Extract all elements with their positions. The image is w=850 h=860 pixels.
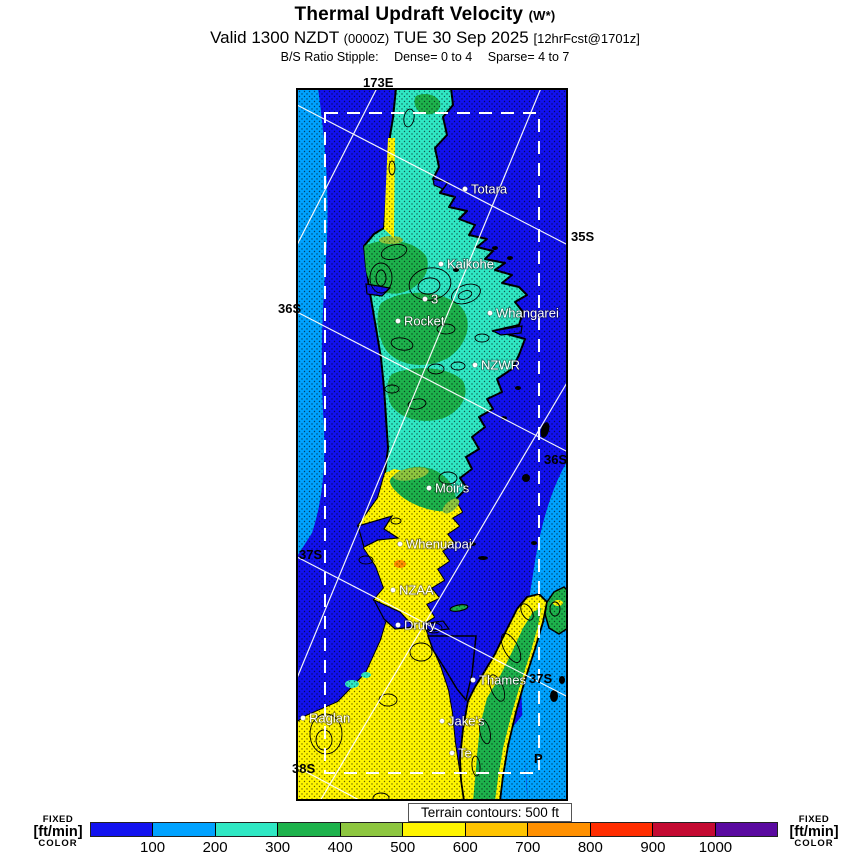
colorbar-tick-200: 200 [202, 839, 228, 856]
terrain-note-text: Terrain contours: 500 ft [420, 805, 560, 820]
colorbar-tick-800: 800 [577, 839, 603, 856]
colorbar-tick-400: 400 [327, 839, 353, 856]
map-border [296, 88, 568, 801]
colorbar-ticks: 100 200 300 400 500 600 700 800 900 1000 [90, 839, 778, 857]
grid-label-37S: 37S [299, 547, 323, 562]
site-label-Raglan: Raglan [309, 711, 350, 726]
grid-label-37S: 37S [529, 671, 553, 686]
colorbar-tick-100: 100 [140, 839, 166, 856]
colorbar-tick-300: 300 [265, 839, 291, 856]
valid-date: TUE 30 Sep 2025 [393, 28, 529, 47]
colorbar-segment-4 [340, 823, 404, 836]
colorbar-segment-6 [465, 823, 529, 836]
terrain-note-box: Terrain contours: 500 ft [408, 803, 572, 822]
colorbar [90, 822, 778, 837]
site-dot-Jake's [439, 718, 445, 724]
site-dot-NZWR [472, 362, 478, 368]
site-dot-Moir's [426, 485, 432, 491]
site-label-NZAA: NZAA [399, 583, 434, 598]
title-text: Thermal Updraft Velocity [294, 4, 524, 25]
site-label-Whenuapai: Whenuapai [406, 537, 472, 552]
site-label-Jake's: Jake's [448, 714, 485, 729]
colorbar-segment-10 [715, 823, 777, 836]
units-ftmin-left: [ft/min] [33, 823, 83, 840]
page-title: Thermal Updraft Velocity (W*) [0, 4, 850, 26]
units-block-right: FIXED [ft/min] COLOR [782, 815, 846, 849]
lat-line-35S [296, 104, 568, 246]
site-dot-3 [422, 296, 428, 302]
valid-line: Valid 1300 NZDT (0000Z) TUE 30 Sep 2025 … [0, 28, 850, 48]
graticule [296, 88, 568, 801]
units-block-left: FIXED [ft/min] COLOR [26, 815, 90, 849]
stipple-label: B/S Ratio Stipple: [280, 50, 379, 64]
lon-line-173E [296, 88, 378, 246]
colorbar-segment-8 [590, 823, 654, 836]
colorbar-segment-1 [153, 823, 216, 836]
grid-label-36S: 36S [544, 452, 568, 467]
colorbar-tick-700: 700 [515, 839, 541, 856]
valid-utc: (0000Z) [343, 31, 390, 46]
site-dot-Te [449, 750, 455, 756]
lat-line-37S [296, 556, 568, 698]
site-label-Totara: Totara [471, 182, 508, 197]
grid-label-38S: 38S [292, 761, 316, 776]
site-label-Te: Te [458, 746, 472, 761]
grid-label-36S: 36S [278, 301, 302, 316]
grid-label-173E: 173E [363, 75, 394, 90]
units-fixed-right: FIXED [798, 814, 830, 825]
header: Thermal Updraft Velocity (W*) Valid 1300… [0, 4, 850, 64]
stipple-dense: Dense= 0 to 4 [394, 50, 473, 64]
colorbar-tick-600: 600 [452, 839, 478, 856]
site-dot-Rocket [395, 318, 401, 324]
lat-line-36S [296, 311, 568, 453]
site-dot-Totara [462, 186, 468, 192]
stipple-overlay [296, 88, 568, 801]
site-label-3: 3 [431, 292, 438, 307]
stipple-line: B/S Ratio Stipple: Dense= 0 to 4 Sparse=… [0, 50, 850, 64]
site-dot-Whangarei [487, 310, 493, 316]
site-label-Whangarei: Whangarei [496, 306, 559, 321]
site-dot-Whenuapai [397, 541, 403, 547]
colorbar-tick-500: 500 [390, 839, 416, 856]
units-color-left: COLOR [38, 838, 78, 850]
colorbar-tick-900: 900 [640, 839, 666, 856]
lon-line-174E [296, 88, 542, 679]
site-label-Drury: Drury [404, 618, 436, 633]
map-svg: Totara Kaikohe 3 Rocket Whangarei NZWR Moir's W… [296, 88, 568, 801]
colorbar-segment-9 [653, 823, 716, 836]
valid-fcst: [12hrFcst@1701z] [533, 31, 640, 46]
site-dot-NZAA [390, 587, 396, 593]
forecast-map: Totara Kaikohe 3 Rocket Whangarei NZWR Moir's W… [296, 88, 568, 801]
units-fixed-left: FIXED [42, 814, 74, 825]
title-variable: (W*) [528, 8, 556, 23]
lat-line-38S [296, 766, 362, 801]
site-dot-Drury [395, 622, 401, 628]
site-label-Rocket: Rocket [404, 314, 445, 329]
site-dot-Kaikohe [438, 261, 444, 267]
site-label-Kaikohe: Kaikohe [447, 257, 494, 272]
units-ftmin-right: [ft/min] [789, 823, 839, 840]
domain-boundary [324, 112, 540, 774]
colorbar-segment-2 [215, 823, 279, 836]
grid-label-35S: 35S [571, 229, 595, 244]
site-dot-Raglan [300, 715, 306, 721]
site-label-Thames: Thames [479, 673, 526, 688]
site-label-NZWR: NZWR [481, 358, 520, 373]
colorbar-segment-5 [403, 823, 466, 836]
site-label-Moir's: Moir's [435, 481, 470, 496]
map-layers: Totara Kaikohe 3 Rocket Whangarei NZWR Moir's W… [296, 88, 568, 801]
valid-prefix: Valid 1300 NZDT [210, 28, 339, 47]
lon-line-175E [319, 380, 568, 801]
colorbar-tick-1000: 1000 [698, 839, 733, 856]
grid-label-P: P [534, 751, 543, 766]
colorbar-segment-0 [91, 823, 154, 836]
colorbar-segment-3 [278, 823, 341, 836]
site-dot-Thames [470, 677, 476, 683]
stipple-sparse: Sparse= 4 to 7 [487, 50, 570, 64]
sites-layer: Totara Kaikohe 3 Rocket Whangarei NZWR Moir's W… [300, 181, 560, 761]
colorbar-segment-7 [528, 823, 591, 836]
units-color-right: COLOR [794, 838, 834, 850]
